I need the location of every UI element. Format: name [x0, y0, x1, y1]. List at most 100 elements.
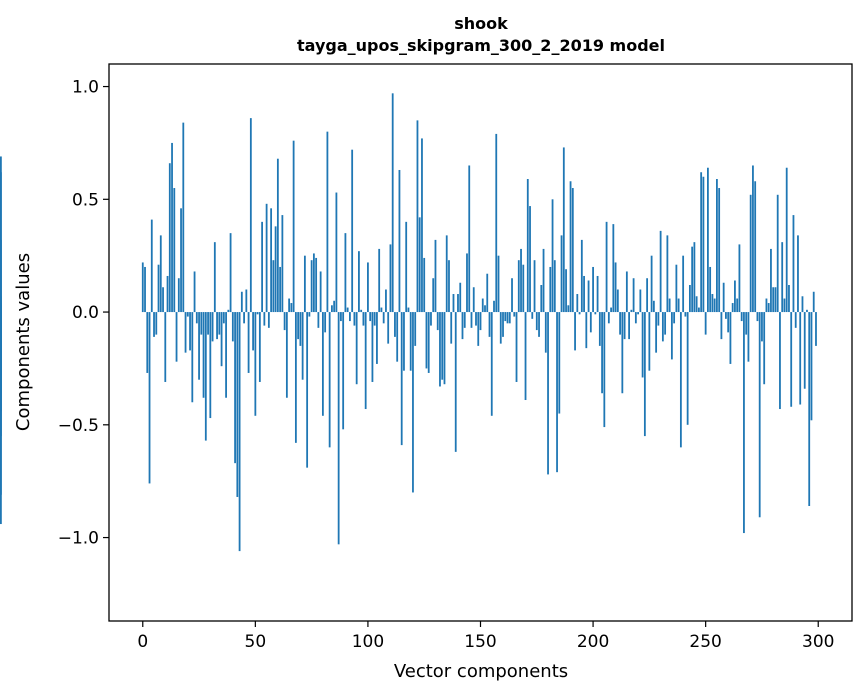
bar [211, 312, 214, 342]
bar [281, 215, 284, 313]
bar [682, 255, 685, 313]
y-tick-label: −0.5 [58, 416, 99, 436]
bar [565, 269, 567, 313]
bar [299, 312, 302, 346]
bar [403, 312, 405, 371]
bar [792, 215, 795, 313]
bar [360, 309, 363, 313]
bar [168, 163, 171, 313]
bar [337, 312, 340, 545]
bar [747, 312, 750, 362]
bar [207, 312, 209, 335]
bar-series [0, 93, 817, 552]
bar [367, 262, 369, 313]
bar [421, 138, 423, 313]
bar [261, 221, 263, 313]
bar [254, 312, 257, 416]
bar [765, 298, 768, 313]
bar [736, 298, 739, 313]
bar [258, 312, 261, 382]
bar [808, 312, 811, 506]
bar [657, 312, 660, 326]
bar [486, 273, 489, 313]
bar [770, 248, 772, 313]
bar [162, 287, 164, 313]
bar [794, 312, 797, 328]
bar [702, 176, 705, 313]
bar [364, 312, 367, 410]
bar [164, 312, 167, 382]
bar [344, 233, 347, 313]
bar [213, 242, 216, 313]
bar [743, 312, 745, 534]
bar [652, 300, 655, 313]
bar [189, 312, 191, 351]
bar [779, 312, 781, 410]
bar [234, 312, 236, 464]
bar [490, 312, 493, 416]
bar [144, 266, 146, 313]
bar [385, 289, 387, 313]
bar [297, 312, 300, 340]
bar [529, 206, 531, 313]
bar [785, 167, 788, 313]
bar [452, 294, 455, 313]
bar [583, 275, 585, 313]
x-tick-label: 150 [464, 632, 496, 652]
bar [761, 312, 763, 342]
bar [776, 194, 779, 313]
bar [522, 264, 525, 313]
bar [558, 312, 561, 414]
bar [646, 278, 649, 313]
plot-frame [108, 63, 853, 622]
bar [373, 312, 376, 326]
bar [306, 312, 309, 468]
bar [508, 312, 511, 324]
bar [436, 312, 439, 331]
bar [204, 312, 207, 441]
bar [718, 188, 721, 313]
bar [265, 203, 268, 313]
bar [459, 282, 462, 313]
bar [247, 312, 250, 373]
bar [358, 251, 360, 313]
bar [603, 312, 606, 428]
bar [488, 312, 491, 337]
bar [493, 300, 495, 313]
bar [342, 312, 345, 430]
bar [301, 312, 304, 380]
bar [632, 278, 635, 313]
bar [524, 312, 527, 401]
bar [387, 312, 390, 344]
bar [481, 298, 484, 313]
y-axis-label: Components values [13, 253, 34, 431]
bar [150, 219, 153, 313]
bar [216, 312, 218, 340]
bar [634, 312, 637, 324]
bar [585, 312, 588, 349]
bar [222, 312, 225, 324]
bar [637, 312, 640, 315]
bar [290, 303, 293, 313]
bar [806, 309, 808, 313]
bar [371, 312, 374, 382]
x-axis: 0 50 100 150 200 250 300 [137, 621, 834, 652]
bar [441, 312, 444, 380]
bar [423, 257, 426, 313]
bar [815, 312, 817, 346]
bar [639, 289, 642, 313]
bar [630, 309, 633, 313]
bar [315, 257, 318, 313]
bar [497, 255, 500, 313]
chart-title: shook [454, 14, 508, 33]
bar [763, 312, 766, 385]
bar [495, 133, 498, 313]
bar [605, 221, 608, 313]
bar [353, 312, 356, 326]
bar [628, 312, 630, 340]
x-tick-label: 0 [137, 632, 148, 652]
bar [571, 188, 574, 313]
bar [450, 312, 453, 344]
y-tick-label: 1.0 [72, 78, 99, 98]
bar [648, 312, 651, 371]
